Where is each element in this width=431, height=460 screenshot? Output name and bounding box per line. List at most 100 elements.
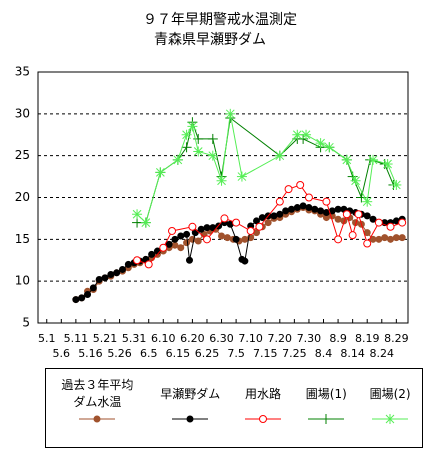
marker [305, 204, 313, 212]
marker-part [398, 234, 406, 242]
marker [334, 215, 342, 223]
x-tick-label: 6.25 [195, 347, 220, 360]
marker [293, 204, 301, 212]
x-tick-label: 8.24 [370, 347, 395, 360]
marker-part [383, 159, 392, 169]
marker-part [387, 235, 395, 243]
x-tick-label: 6.10 [151, 332, 176, 345]
marker [241, 257, 249, 265]
marker [292, 129, 303, 140]
marker [107, 270, 115, 278]
marker [392, 234, 400, 242]
marker-part [241, 257, 249, 265]
marker [197, 225, 205, 233]
marker [232, 218, 241, 227]
x-tick-label: 7.10 [238, 332, 263, 345]
marker [304, 193, 313, 202]
marker [341, 154, 352, 165]
marker [95, 275, 103, 283]
legend-swatch [372, 414, 409, 424]
marker [363, 212, 371, 220]
marker [317, 207, 325, 215]
marker-part [232, 235, 240, 243]
legend-label: 過去３年平均ダム水温 [61, 378, 134, 409]
legend: 過去３年平均ダム水温 早瀬野ダム 用水路 圃場(1) 圃場(2) [45, 368, 423, 448]
marker [334, 235, 343, 244]
marker-part [305, 204, 313, 212]
marker-part [232, 218, 241, 227]
x-tick-label: 5.6 [53, 347, 71, 360]
x-tick-label: 5.26 [107, 347, 132, 360]
y-tick-label: 5 [22, 316, 30, 330]
marker-part [304, 193, 313, 202]
legend-label: 圃場(1) [305, 386, 347, 401]
marker-part [255, 222, 264, 231]
series-line [136, 113, 397, 224]
legend-label: 圃場(2) [369, 386, 411, 401]
marker-part [363, 212, 371, 220]
legend-swatch [308, 414, 345, 424]
marker-part [220, 214, 229, 223]
marker [132, 209, 143, 220]
marker-part [258, 214, 266, 222]
marker [368, 154, 379, 165]
marker [124, 260, 132, 268]
marker [216, 175, 227, 186]
legend-item: 圃場(2) [370, 377, 411, 427]
x-tick-label: 8.14 [340, 347, 365, 360]
x-tick-label: 6.15 [166, 347, 191, 360]
marker-part [194, 237, 202, 245]
x-tick-label: 5.1 [38, 332, 56, 345]
marker [381, 234, 389, 242]
marker [398, 234, 406, 242]
marker [299, 202, 307, 210]
marker [101, 274, 109, 282]
marker-part [354, 210, 363, 219]
marker-part [334, 235, 343, 244]
marker-part [264, 219, 272, 227]
marker-part [95, 275, 103, 283]
marker-part [362, 197, 372, 207]
legend-item: 用水路 [243, 377, 283, 427]
marker [301, 129, 312, 140]
marker [132, 217, 143, 228]
x-tick-label: 7.30 [297, 332, 322, 345]
marker [315, 138, 326, 149]
x-tick-label: 8.4 [315, 347, 333, 360]
marker-part [182, 130, 191, 140]
x-tick-label: 7.5 [227, 347, 245, 360]
marker-part [284, 185, 293, 194]
chart: ９７年早期警戒水温測定 青森県早瀬野ダム 5 10 15 20 25 30 35 5.1 5.6… [15, 12, 409, 360]
marker-part [168, 226, 177, 235]
marker-part [89, 284, 97, 292]
x-tick-label: 7.15 [253, 347, 278, 360]
marker [177, 232, 185, 240]
x-tick-label: 5.21 [93, 332, 118, 345]
marker [118, 265, 126, 273]
marker-part [375, 235, 383, 243]
series-line [137, 117, 394, 224]
marker [398, 218, 407, 227]
marker [225, 108, 236, 119]
marker [148, 250, 156, 258]
marker [296, 180, 305, 189]
x-tick-label: 8.19 [355, 332, 380, 345]
marker-part [148, 250, 156, 258]
x-tick-label: 8.9 [329, 332, 347, 345]
marker-part [113, 269, 121, 277]
marker [171, 235, 179, 243]
marker-part [171, 241, 179, 249]
marker [241, 235, 249, 243]
marker-part [299, 202, 307, 210]
marker [186, 415, 194, 423]
marker [133, 256, 142, 265]
marker [84, 291, 92, 299]
marker-part [156, 168, 165, 177]
marker [375, 235, 383, 243]
marker [232, 235, 240, 243]
marker-part [237, 172, 247, 181]
marker [140, 217, 151, 228]
marker-part [203, 224, 211, 232]
marker [159, 243, 168, 252]
